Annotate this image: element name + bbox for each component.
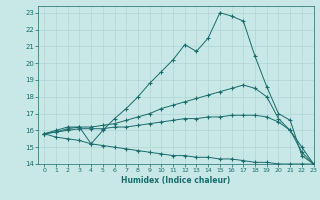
X-axis label: Humidex (Indice chaleur): Humidex (Indice chaleur) [121,176,231,185]
